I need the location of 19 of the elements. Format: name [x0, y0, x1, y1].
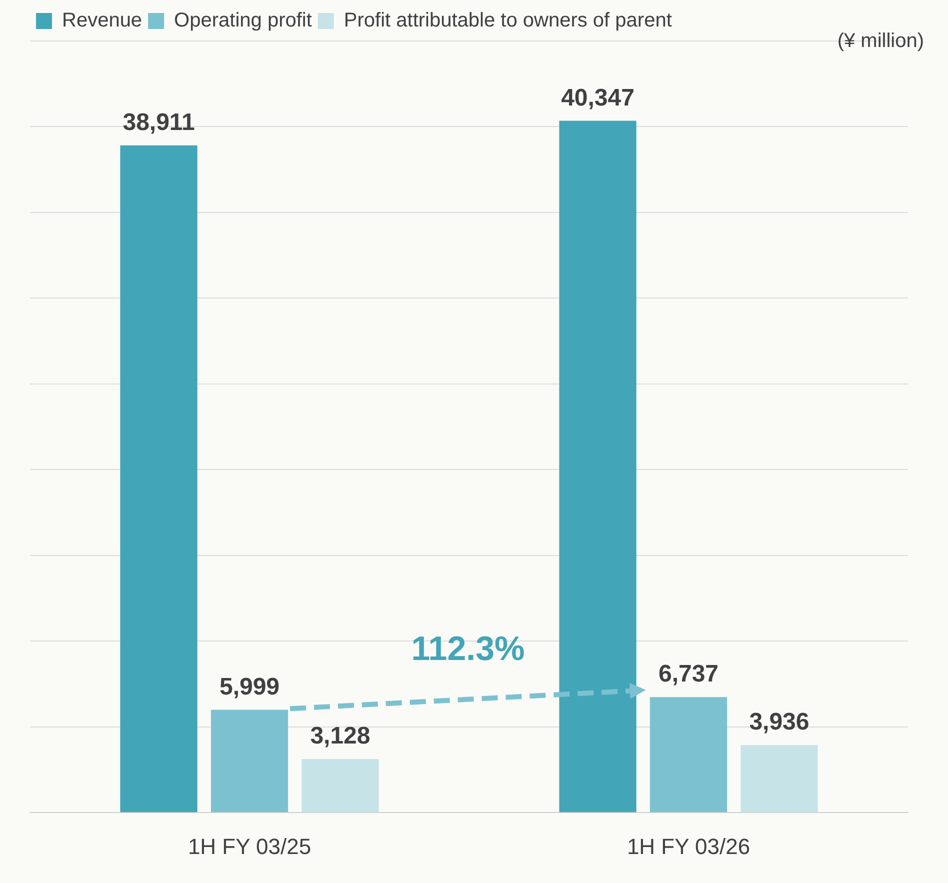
legend-label: Profit attributable to owners of parent	[344, 10, 672, 32]
x-tick-label: 1H FY 03/25	[188, 834, 312, 859]
bar	[210, 710, 288, 812]
x-tick-label: 1H FY 03/26	[626, 834, 750, 859]
bar	[740, 745, 818, 812]
data-label: 40,347	[561, 84, 634, 112]
data-label: 3,128	[310, 722, 370, 750]
bar	[302, 758, 379, 812]
bar	[559, 120, 636, 812]
data-label: 38,911	[122, 109, 195, 136]
data-label: 6,737	[658, 660, 719, 688]
annotation: 112.3%	[410, 630, 526, 670]
legend-label: Revenue	[62, 10, 142, 32]
bar	[120, 145, 198, 812]
y-axis-title: (¥ million)	[837, 30, 924, 53]
data-label: 5,999	[219, 673, 280, 700]
legend-label: Operating profit	[174, 10, 312, 32]
data-label: 3,936	[749, 708, 810, 736]
bar	[650, 697, 728, 812]
